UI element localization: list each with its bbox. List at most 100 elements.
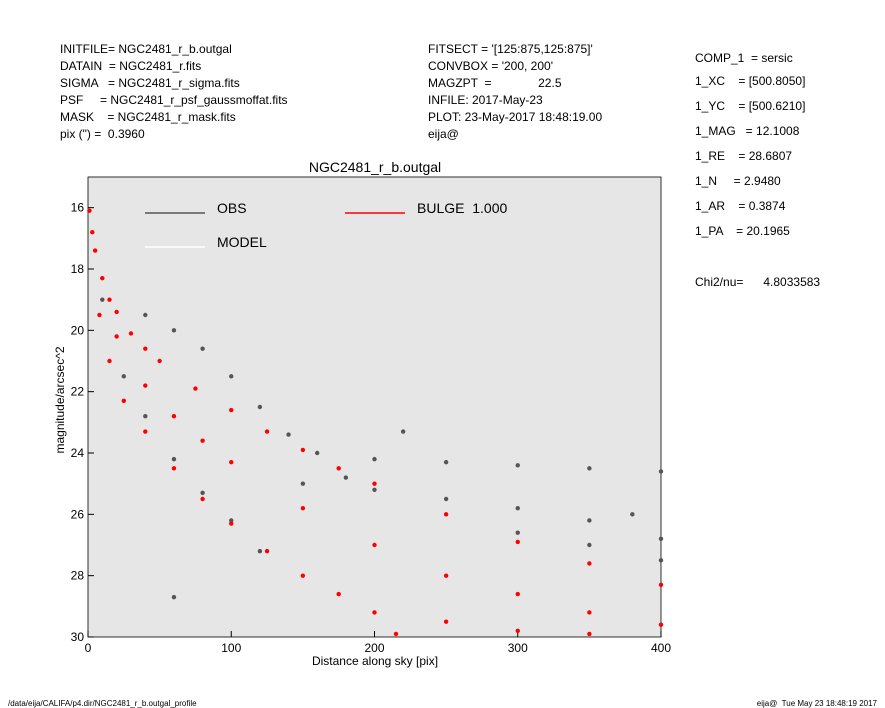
data-point: [264, 429, 270, 434]
data-point: [143, 312, 148, 318]
data-point: [200, 438, 205, 443]
data-point: [587, 631, 592, 637]
data-point: [658, 536, 664, 542]
data-point: [393, 631, 399, 637]
data-point: [587, 518, 592, 523]
x-axis-label: Distance along sky [pix]: [312, 654, 438, 668]
data-point: [229, 374, 234, 379]
data-point: [121, 398, 127, 404]
data-point: [121, 374, 127, 379]
data-point: [143, 429, 148, 434]
param-line: 1_YC = [500.6210]: [695, 99, 805, 113]
data-point: [171, 466, 177, 471]
data-point: [143, 346, 148, 351]
data-point: [343, 475, 349, 480]
data-point: [658, 558, 664, 563]
data-point: [515, 539, 520, 545]
plot-area: [87, 176, 662, 638]
header-line: pix (") = 0.3960: [60, 127, 145, 141]
data-point: [264, 548, 270, 554]
data-point: [372, 481, 377, 486]
data-point: [300, 481, 306, 486]
y-tick-label: 28: [71, 569, 85, 583]
y-tick-label: 30: [71, 630, 85, 644]
param-line: 1_N = 2.9480: [695, 174, 781, 188]
data-point: [100, 276, 105, 281]
data-point: [257, 548, 263, 554]
chart-title: NGC2481_r_b.outgal: [309, 159, 441, 175]
data-point: [92, 248, 98, 253]
header-line: CONVBOX = '200, 200': [428, 59, 553, 73]
chi2: Chi2/nu= 4.8033583: [695, 275, 820, 289]
data-point: [658, 582, 664, 588]
y-tick-label: 20: [71, 323, 85, 337]
data-point: [443, 512, 449, 517]
data-point: [200, 490, 205, 496]
data-point: [107, 358, 112, 364]
data-point: [587, 466, 592, 471]
header-line: INITFILE= NGC2481_r_b.outgal: [60, 42, 232, 56]
data-point: [336, 466, 341, 471]
data-point: [114, 334, 119, 339]
data-point: [372, 542, 377, 548]
data-point: [229, 460, 234, 465]
data-point: [443, 573, 449, 578]
legend-label: MODEL: [217, 234, 267, 250]
data-point: [300, 573, 306, 578]
data-point: [515, 530, 520, 535]
data-point: [229, 407, 234, 413]
data-point: [400, 429, 406, 434]
param-line: 1_RE = 28.6807: [695, 149, 792, 163]
x-tick-label: 100: [221, 641, 241, 655]
data-point: [171, 594, 177, 600]
data-point: [515, 463, 520, 468]
data-point: [300, 506, 306, 511]
data-point: [171, 456, 177, 462]
data-point: [107, 297, 112, 302]
y-axis-label: magnitude/arcsec^2: [53, 346, 67, 453]
data-point: [128, 331, 134, 336]
data-point: [200, 346, 205, 351]
data-point: [200, 496, 205, 502]
data-point: [630, 512, 635, 517]
param-line: 1_XC = [500.8050]: [695, 74, 805, 88]
header-line: PSF = NGC2481_r_psf_gaussmoffat.fits: [60, 93, 288, 107]
x-tick-label: 300: [508, 641, 528, 655]
data-point: [443, 460, 449, 465]
param-line: 1_AR = 0.3874: [695, 199, 786, 213]
data-point: [286, 432, 291, 437]
data-point: [372, 610, 377, 615]
x-tick-label: 200: [364, 641, 384, 655]
data-point: [157, 358, 162, 364]
data-point: [300, 447, 306, 453]
data-point: [587, 610, 592, 615]
header-line: INFILE: 2017-May-23: [428, 93, 543, 107]
data-point: [229, 521, 234, 526]
data-point: [90, 230, 95, 235]
data-point: [143, 414, 148, 419]
y-tick-label: 22: [71, 385, 85, 399]
data-point: [143, 383, 148, 388]
y-tick-label: 26: [71, 507, 85, 521]
header-line: eija@: [428, 127, 459, 141]
param-line: 1_PA = 20.1965: [695, 224, 790, 238]
data-point: [87, 208, 92, 213]
data-point: [315, 450, 320, 456]
header-line: PLOT: 23-May-2017 18:48:19.00: [428, 110, 602, 124]
x-tick-label: 400: [651, 641, 671, 655]
data-point: [97, 312, 102, 318]
data-point: [100, 297, 105, 302]
y-tick-label: 18: [71, 262, 85, 276]
x-tick-label: 0: [85, 641, 92, 655]
data-point: [587, 542, 592, 548]
data-point: [257, 404, 263, 410]
header-line: DATAIN = NGC2481_r.fits: [60, 59, 201, 73]
legend-label: OBS: [217, 200, 247, 216]
header-line: MASK = NGC2481_r_mask.fits: [60, 110, 236, 124]
legend-label: BULGE 1.000: [417, 200, 507, 216]
data-point: [515, 591, 520, 597]
data-point: [658, 469, 664, 474]
data-point: [515, 506, 520, 511]
data-point: [336, 591, 341, 597]
